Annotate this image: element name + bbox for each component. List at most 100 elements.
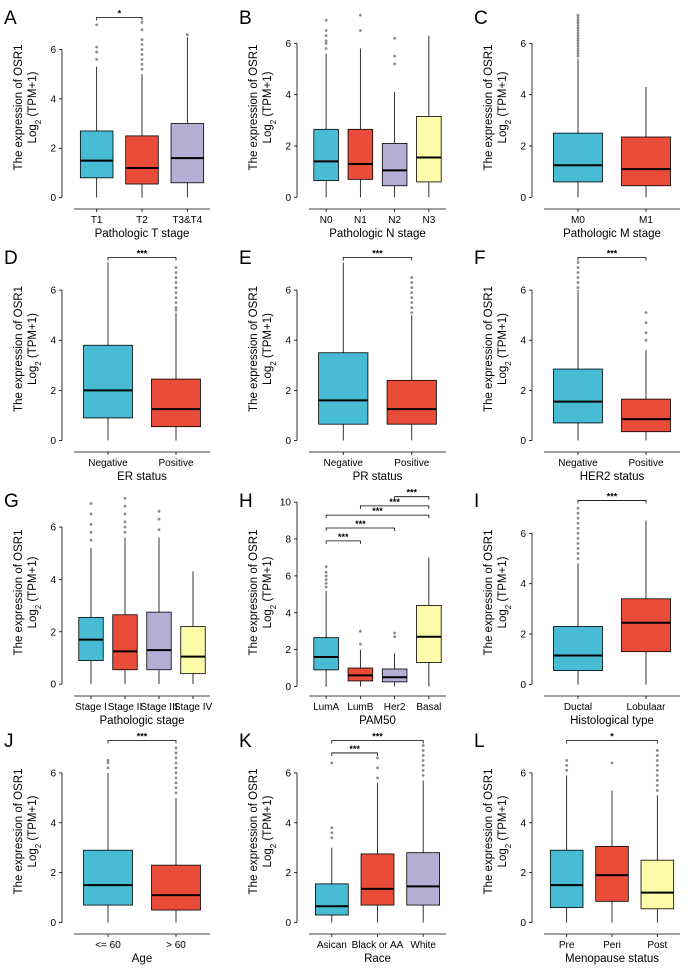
box-body	[406, 852, 441, 906]
outlier-point	[174, 746, 178, 750]
y-tick-label: 6	[520, 768, 526, 779]
box-body	[381, 143, 408, 187]
y-tick-label: 4	[520, 818, 526, 829]
x-axis-title: Pathologic N stage	[329, 228, 426, 240]
y-axis-subtitle-unit: (TPM+1)	[497, 71, 509, 119]
outlier-point	[376, 776, 379, 780]
outlier-point	[140, 53, 144, 56]
significance-label: ***	[607, 492, 618, 502]
y-axis-title: The expression of OSR1	[13, 769, 25, 895]
outlier-point	[644, 331, 648, 335]
outlier-point	[655, 778, 659, 782]
y-axis-subtitle-base: 2	[504, 119, 513, 124]
y-tick-label: 0	[50, 193, 56, 204]
outlier-point	[185, 33, 189, 37]
box-4	[416, 557, 442, 687]
outlier-point	[95, 50, 99, 54]
x-tick-label: M0	[571, 215, 585, 226]
outlier-point	[610, 761, 614, 765]
y-axis-subtitle-base: 2	[269, 843, 278, 848]
outlier-point	[576, 36, 580, 40]
box-body	[549, 849, 584, 908]
outlier-point	[330, 836, 334, 840]
outlier-point	[576, 511, 580, 515]
outlier-point	[410, 301, 414, 305]
outlier-point	[358, 629, 362, 633]
x-tick-label: White	[410, 940, 436, 951]
y-axis-subtitle: Log2 (TPM+1)	[27, 556, 43, 628]
box-3	[406, 744, 441, 923]
outlier-point	[576, 286, 580, 289]
significance-bracket: ***	[359, 497, 430, 509]
y-axis-subtitle-log: Log	[262, 124, 274, 143]
outlier-point	[106, 759, 110, 762]
y-tick-label: 0	[520, 680, 526, 691]
x-tick-label: N2	[388, 215, 401, 226]
outlier-point	[421, 759, 425, 762]
x-axis-title: Histological type	[570, 715, 654, 727]
y-axis-subtitle-base: 2	[504, 361, 513, 366]
x-tick-label: Negative	[324, 458, 364, 469]
outlier-point	[576, 261, 580, 264]
outlier-point	[140, 28, 144, 32]
y-axis-subtitle: Log2 (TPM+1)	[27, 795, 43, 867]
outlier-point	[89, 538, 93, 542]
box-body	[83, 344, 133, 419]
box-1	[313, 18, 339, 198]
y-tick-label: 2	[50, 386, 56, 397]
y-axis-subtitle-unit: (TPM+1)	[262, 795, 274, 843]
y-axis-subtitle-unit: (TPM+1)	[497, 556, 509, 604]
y-axis-title: The expression of OSR1	[248, 769, 260, 895]
x-tick-label: N1	[354, 215, 367, 226]
box-1	[79, 23, 114, 198]
outlier-point	[174, 756, 178, 760]
outlier-point	[410, 311, 414, 315]
significance-label: ***	[406, 488, 417, 498]
outlier-point	[410, 291, 414, 295]
box-2	[112, 496, 138, 685]
y-tick-label: 2	[520, 630, 526, 641]
outlier-point	[576, 13, 580, 17]
outlier-point	[576, 281, 580, 284]
outlier-point	[576, 49, 580, 53]
outlier-point	[576, 531, 580, 535]
y-tick-label: 6	[50, 286, 56, 297]
outlier-point	[393, 36, 397, 40]
x-tick-label: Pre	[559, 940, 575, 951]
outlier-point	[324, 570, 328, 574]
outlier-point	[174, 791, 178, 795]
outlier-point	[576, 31, 580, 35]
box-body	[640, 859, 675, 910]
box-3	[146, 509, 172, 685]
y-tick-label: 2	[285, 645, 291, 656]
box-2	[347, 629, 374, 687]
outlier-point	[410, 281, 414, 284]
box-body	[347, 128, 374, 180]
y-axis-subtitle: Log2 (TPM+1)	[262, 795, 278, 867]
outlier-point	[324, 18, 328, 22]
y-tick-label: 0	[50, 436, 56, 447]
significance-bracket: ***	[325, 506, 430, 519]
y-tick-label: 6	[285, 39, 291, 50]
significance-bracket: ***	[577, 492, 647, 504]
outlier-point	[655, 764, 659, 767]
x-tick-label: LumA	[313, 702, 339, 713]
y-tick-label: 0	[285, 682, 291, 693]
outlier-point	[576, 29, 580, 32]
box-body	[416, 116, 442, 183]
bracket-line	[107, 257, 177, 261]
outlier-point	[174, 771, 178, 775]
box-1	[83, 262, 133, 441]
y-axis-subtitle-log: Log	[262, 366, 274, 385]
box-2	[151, 746, 201, 923]
outlier-point	[644, 321, 648, 325]
outlier-point	[576, 552, 580, 555]
outlier-point	[576, 266, 580, 269]
bracket-line	[325, 540, 361, 544]
box-body	[313, 637, 339, 671]
box-body	[180, 626, 206, 675]
outlier-point	[421, 749, 425, 752]
